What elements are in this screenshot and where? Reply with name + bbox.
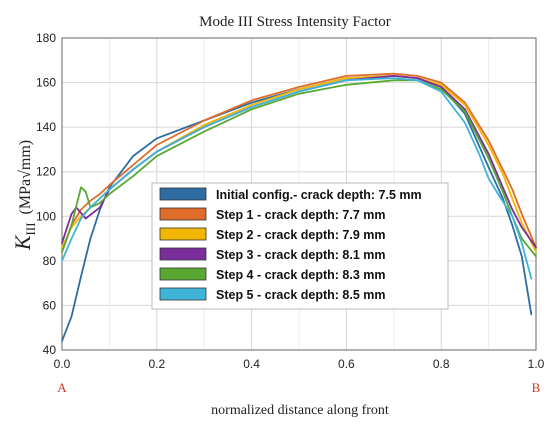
y-tick-label: 60 xyxy=(43,298,57,312)
x-tick-label: 0.8 xyxy=(433,357,450,371)
end-label-b: B xyxy=(532,380,541,395)
legend-label-1: Step 1 - crack depth: 7.7 mm xyxy=(216,208,386,222)
x-tick-label: 0.6 xyxy=(338,357,355,371)
svg-text:KIII(MPa√mm): KIII (MPa√mm) xyxy=(10,140,38,251)
y-axis-label-symbol: K xyxy=(10,234,35,251)
legend-label-2: Step 2 - crack depth: 7.9 mm xyxy=(216,228,386,242)
legend-label-3: Step 3 - crack depth: 8.1 mm xyxy=(216,248,386,262)
y-axis-label-unit: (MPa√mm) xyxy=(17,140,34,215)
x-tick-label: 0.4 xyxy=(243,357,260,371)
legend-swatch-5 xyxy=(159,287,207,301)
y-axis-label: KIII (MPa√mm) xyxy=(10,140,38,251)
legend-label-5: Step 5 - crack depth: 8.5 mm xyxy=(216,288,386,302)
x-tick-label: 0.0 xyxy=(54,357,71,371)
y-tick-label: 40 xyxy=(43,343,57,357)
legend-label-4: Step 4 - crack depth: 8.3 mm xyxy=(216,268,386,282)
chart-title: Mode III Stress Intensity Factor xyxy=(199,14,391,30)
series-line-4 xyxy=(61,79,537,258)
x-tick-labels: 0.0 0.2 0.4 0.6 0.8 1.0 xyxy=(54,357,545,371)
legend-swatch-1 xyxy=(159,207,207,221)
series-line-5 xyxy=(61,77,533,280)
legend-swatch-3 xyxy=(159,247,207,261)
y-tick-labels: 40 60 80 100 120 140 160 180 xyxy=(36,31,56,357)
y-tick-label: 120 xyxy=(36,165,56,179)
y-tick-label: 80 xyxy=(43,254,57,268)
y-tick-label: 180 xyxy=(36,31,56,45)
end-label-a: A xyxy=(57,380,67,395)
y-tick-label: 160 xyxy=(36,76,56,90)
x-tick-label: 0.2 xyxy=(148,357,165,371)
y-tick-label: 100 xyxy=(36,209,56,223)
series-layer xyxy=(61,72,537,343)
plot-frame xyxy=(61,37,537,351)
y-tick-label: 140 xyxy=(36,120,56,134)
legend-label-0: Initial config.- crack depth: 7.5 mm xyxy=(216,188,422,202)
legend-swatch-2 xyxy=(159,227,207,241)
y-axis-label-subscript: III xyxy=(23,222,38,235)
series-line-1 xyxy=(61,72,537,253)
legend-swatch-4 xyxy=(159,267,207,281)
x-axis-label: normalized distance along front xyxy=(211,403,389,418)
legend: Initial config.- crack depth: 7.5 mm Step… xyxy=(151,182,449,310)
x-tick-label: 1.0 xyxy=(528,357,545,371)
legend-swatch-0 xyxy=(159,187,207,201)
